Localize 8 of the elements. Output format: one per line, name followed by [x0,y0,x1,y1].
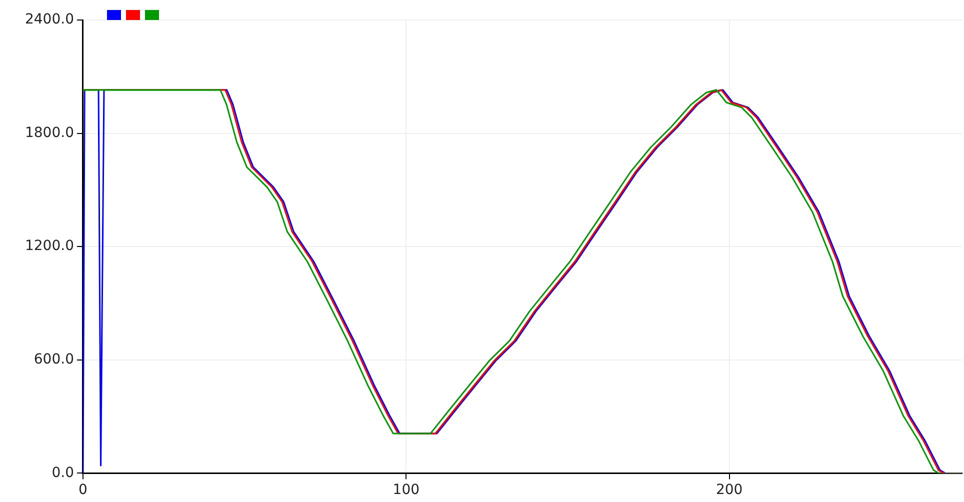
y-tick-label: 600.0 [34,352,74,368]
y-tick-label: 1200.0 [24,238,74,254]
y-tick-label: 1800.0 [24,124,74,141]
y-tick-label: 2400.0 [24,12,74,28]
x-tick-label: 200 [716,482,743,498]
x-tick-label: 0 [78,482,88,498]
y-tick-label: 0.0 [52,464,74,481]
x-tick-label: 100 [392,482,420,498]
